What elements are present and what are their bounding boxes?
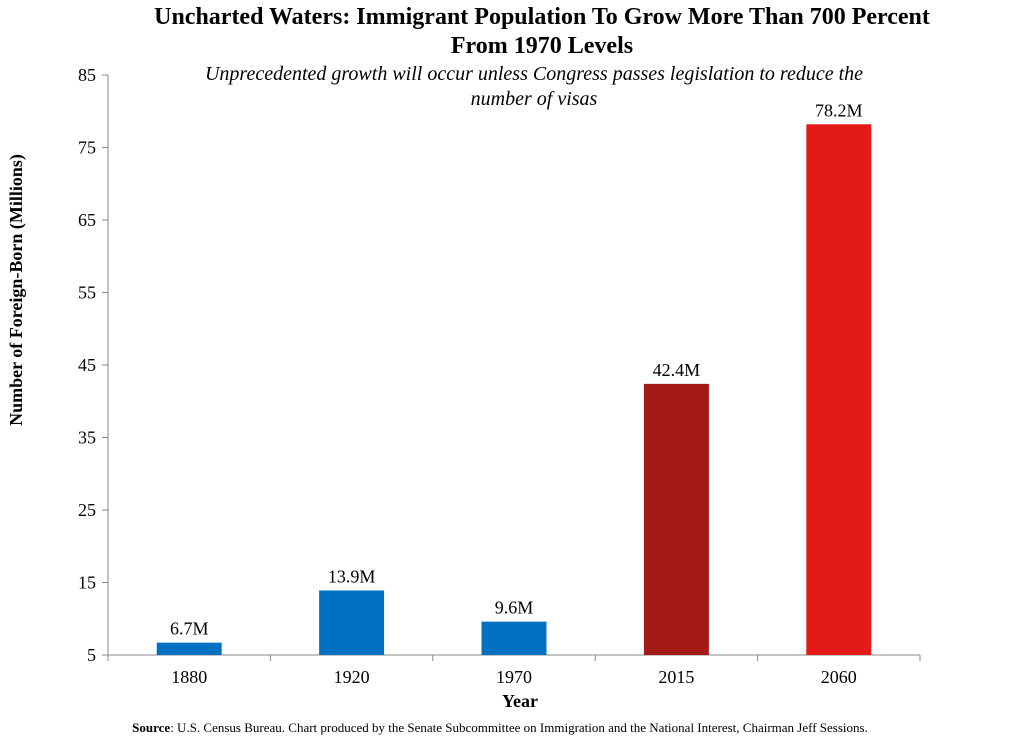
y-tick-label: 75 xyxy=(78,138,96,158)
bar-1880 xyxy=(156,642,222,655)
y-tick-label: 15 xyxy=(78,573,96,593)
y-tick-label: 35 xyxy=(78,428,96,448)
chart-bars xyxy=(156,124,872,656)
chart-data-labels: 6.7M 13.9M 9.6M 42.4M 78.2M xyxy=(170,100,863,638)
chart-title-line-1: Uncharted Waters: Immigrant Population T… xyxy=(154,4,930,30)
data-label-1920: 13.9M xyxy=(328,566,376,586)
source-note: Source: U.S. Census Bureau. Chart produc… xyxy=(0,719,1000,737)
bar-2060 xyxy=(806,124,872,656)
x-tick-label: 2060 xyxy=(821,667,857,687)
data-label-2060: 78.2M xyxy=(815,100,863,120)
bar-2015 xyxy=(643,383,709,655)
y-tick-label: 25 xyxy=(78,500,96,520)
data-label-1970: 9.6M xyxy=(495,598,534,618)
chart-title: Uncharted Waters: Immigrant Population T… xyxy=(0,3,1024,61)
bar-1970 xyxy=(481,621,547,655)
y-tick-label: 65 xyxy=(78,210,96,230)
x-tick-label: 1970 xyxy=(496,667,532,687)
chart-subtitle-line-1: Unprecedented growth will occur unless C… xyxy=(204,63,864,85)
chart-subtitle: Unprecedented growth will occur unless C… xyxy=(150,62,918,112)
chart-axes: 5 15 25 35 45 55 65 75 85 1880 1920 1970 2015 2060 xyxy=(78,65,921,687)
data-label-1880: 6.7M xyxy=(170,619,209,639)
chart-title-line-2: From 1970 Levels xyxy=(450,33,634,59)
y-tick-label: 5 xyxy=(87,645,96,665)
x-tick-label: 1880 xyxy=(171,667,207,687)
source-label: Source xyxy=(132,720,171,735)
bar-1920 xyxy=(319,590,385,655)
x-axis-title: Year xyxy=(502,691,538,711)
x-tick-label: 2015 xyxy=(658,667,694,687)
y-tick-label: 45 xyxy=(78,355,96,375)
chart-subtitle-line-2: number of visas xyxy=(470,88,598,110)
data-label-2015: 42.4M xyxy=(653,360,701,380)
y-tick-label: 85 xyxy=(78,65,96,85)
y-tick-label: 55 xyxy=(78,283,96,303)
x-tick-label: 1920 xyxy=(334,667,370,687)
source-text: : U.S. Census Bureau. Chart produced by … xyxy=(170,720,868,735)
